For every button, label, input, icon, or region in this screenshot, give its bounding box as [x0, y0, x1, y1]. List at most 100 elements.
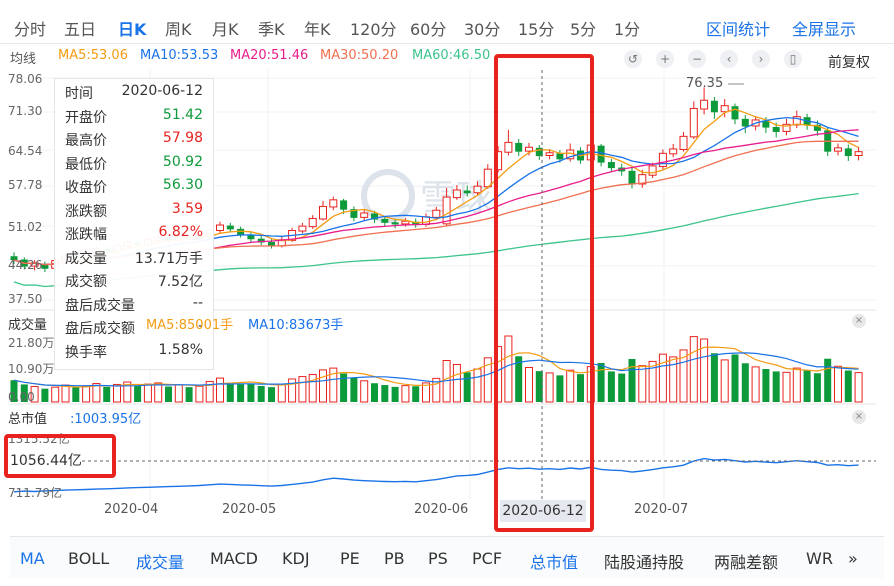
chevron-right-icon[interactable]: › — [752, 50, 770, 68]
info-key: 换手率 — [65, 344, 107, 361]
chevron-left-icon[interactable]: ‹ — [720, 50, 738, 68]
candle-body — [844, 148, 852, 157]
volume-bar — [381, 385, 389, 402]
info-key: 成交额 — [65, 274, 107, 290]
volume-bar — [792, 367, 801, 403]
candle-body — [494, 151, 503, 171]
volume-axis-zero: 0.00 — [8, 390, 35, 404]
candle-body — [340, 200, 348, 210]
info-key: 时间 — [65, 86, 93, 102]
info-row: 最低价 50.92 — [61, 154, 207, 178]
ma60-label: MA60:46.50 — [412, 48, 491, 63]
volume-bar — [751, 366, 760, 403]
info-value: 13.71万手 — [134, 250, 203, 267]
volume-bar — [350, 377, 358, 402]
info-key: 涨跌额 — [65, 203, 107, 220]
fullscreen-link[interactable]: 全屏显示 — [792, 20, 857, 39]
volume-ma5-line — [13, 346, 859, 388]
indicator-tab-7[interactable]: PS — [428, 549, 448, 568]
period-tab-0[interactable]: 分时 — [14, 20, 47, 39]
volume-bar — [515, 356, 523, 402]
mcap-close-icon[interactable]: × — [852, 410, 866, 424]
volume-ma5-label: MA5:85001手 — [146, 318, 234, 333]
candle-body — [371, 213, 378, 220]
candle-body — [638, 174, 647, 185]
period-tab-5[interactable]: 季K — [258, 20, 285, 39]
period-tab-12[interactable]: 1分 — [614, 20, 641, 39]
volume-bar — [113, 383, 121, 403]
indicator-tab-6[interactable]: PB — [384, 549, 405, 568]
volume-bar — [556, 375, 564, 402]
indicator-tab-8[interactable]: PCF — [472, 549, 503, 568]
high-marker-label: 76.35 — [686, 76, 724, 91]
volume-bar — [679, 349, 688, 403]
indicator-tab-0[interactable]: MA — [20, 549, 45, 568]
period-tab-11[interactable]: 5分 — [570, 20, 597, 39]
volume-bar — [412, 386, 420, 402]
period-tab-9[interactable]: 30分 — [464, 20, 501, 39]
candle-body — [762, 120, 770, 128]
indicator-tab-4[interactable]: KDJ — [282, 549, 310, 568]
volume-bar — [710, 353, 718, 402]
candle-body — [216, 224, 224, 231]
volume-bar — [401, 385, 410, 403]
date-axis-label: 2020-04 — [104, 502, 159, 517]
info-row: 盘后成交额 - — [61, 318, 207, 342]
price-axis-label: 78.06 — [8, 72, 43, 86]
period-tab-6[interactable]: 年K — [304, 20, 331, 39]
volume-bar — [607, 371, 615, 402]
period-tab-1[interactable]: 五日 — [64, 20, 97, 39]
zoom-out-icon[interactable]: − — [688, 50, 706, 68]
indicator-tab-5[interactable]: PE — [340, 549, 360, 568]
indicator-tab-10[interactable]: 陆股通持股 — [604, 553, 685, 572]
indicator-tab-2[interactable]: 成交量 — [136, 553, 185, 572]
candle-body — [247, 234, 255, 240]
volume-bar — [628, 359, 636, 402]
candle-body — [556, 153, 564, 160]
candle-body — [452, 189, 461, 199]
more-indicators-icon[interactable]: » — [848, 549, 858, 568]
info-value: 3.59 — [171, 200, 203, 217]
volume-bar — [103, 386, 111, 402]
volume-ma10-label: MA10:83673手 — [248, 318, 344, 333]
range-stats-link[interactable]: 区间统计 — [706, 20, 771, 39]
undo-icon[interactable]: ↺ — [624, 50, 642, 68]
zoom-in-icon[interactable]: + — [656, 50, 674, 68]
period-tab-10[interactable]: 15分 — [518, 20, 555, 39]
xueqiu-watermark: 雪球 — [361, 169, 492, 223]
volume-bar — [298, 376, 307, 403]
volume-bar — [308, 373, 317, 403]
candle-body — [298, 225, 307, 232]
volume-bar — [10, 380, 18, 402]
mcap-value: :1003.95亿 — [70, 412, 142, 427]
indicator-tab-3[interactable]: MACD — [210, 549, 258, 568]
volume-bar — [134, 385, 142, 402]
volume-bar — [463, 372, 471, 402]
period-tab-4[interactable]: 月K — [212, 20, 239, 39]
info-value: 1.58% — [158, 341, 203, 358]
mcap-axis-top: 1315.52亿 — [8, 432, 70, 446]
candle-body — [710, 100, 718, 113]
indicator-tab-12[interactable]: WR — [806, 549, 833, 568]
candle-style-icon[interactable]: ▯ — [784, 50, 802, 68]
info-value: 51.42 — [162, 106, 203, 123]
volume-bar — [452, 363, 461, 403]
volume-bar — [844, 370, 852, 402]
volume-bar — [834, 365, 842, 403]
period-tab-2[interactable]: 日K — [118, 20, 147, 39]
period-tab-3[interactable]: 周K — [165, 20, 192, 39]
volume-bar — [165, 386, 172, 402]
period-tab-7[interactable]: 120分 — [350, 20, 397, 39]
volume-bar — [669, 356, 678, 403]
indicator-tab-11[interactable]: 两融差额 — [714, 553, 779, 572]
volume-bar — [803, 369, 811, 402]
info-key: 盘后成交额 — [65, 321, 135, 337]
volume-bar — [51, 386, 60, 403]
volume-bar — [525, 366, 533, 403]
indicator-tab-9[interactable]: 总市值 — [530, 553, 579, 572]
indicator-tab-1[interactable]: BOLL — [68, 549, 110, 568]
candle-body — [422, 216, 430, 225]
volume-close-icon[interactable]: × — [852, 314, 866, 328]
adjust-mode-label[interactable]: 前复权 — [828, 55, 870, 71]
period-tab-8[interactable]: 60分 — [410, 20, 447, 39]
